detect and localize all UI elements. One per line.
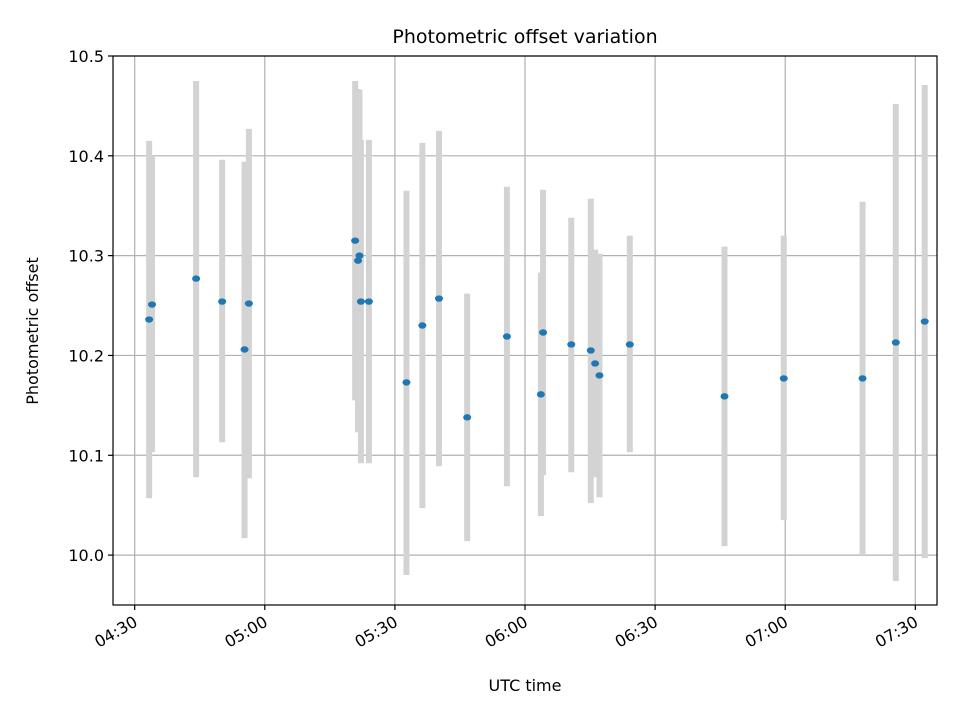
data-point bbox=[244, 300, 253, 307]
data-point bbox=[434, 295, 443, 302]
y-axis-label: Photometric offset bbox=[23, 257, 42, 405]
y-tick-label: 10.2 bbox=[68, 346, 104, 365]
data-point bbox=[148, 301, 157, 308]
data-point bbox=[586, 347, 595, 354]
data-point bbox=[351, 237, 360, 244]
data-point bbox=[218, 298, 227, 305]
data-points bbox=[145, 237, 929, 421]
y-tick-label: 10.1 bbox=[68, 446, 104, 465]
data-point bbox=[539, 329, 548, 336]
data-point bbox=[720, 393, 729, 400]
y-tick-label: 10.5 bbox=[68, 47, 104, 66]
data-point bbox=[536, 391, 545, 398]
data-point bbox=[418, 322, 427, 329]
chart-title: Photometric offset variation bbox=[392, 26, 657, 48]
data-point bbox=[463, 414, 472, 421]
data-point bbox=[779, 375, 788, 382]
data-point bbox=[402, 379, 411, 386]
data-point bbox=[192, 275, 201, 282]
data-point bbox=[567, 341, 576, 348]
y-tick-label: 10.4 bbox=[68, 147, 104, 166]
y-tick-label: 10.0 bbox=[68, 546, 104, 565]
data-point bbox=[591, 360, 600, 367]
y-axis-ticks: 10.0 10.1 10.2 10.3 10.4 10.5 bbox=[68, 47, 113, 565]
data-point bbox=[595, 372, 604, 379]
x-axis-label: UTC time bbox=[489, 676, 562, 695]
data-point bbox=[891, 339, 900, 346]
data-point bbox=[920, 318, 929, 325]
data-point bbox=[145, 316, 154, 323]
data-point bbox=[625, 341, 634, 348]
data-point bbox=[356, 298, 365, 305]
data-point bbox=[364, 298, 373, 305]
data-point bbox=[354, 257, 363, 264]
data-point bbox=[858, 375, 867, 382]
data-point bbox=[355, 252, 364, 259]
data-point bbox=[240, 346, 249, 353]
data-point bbox=[502, 333, 511, 340]
y-tick-label: 10.3 bbox=[68, 247, 104, 266]
